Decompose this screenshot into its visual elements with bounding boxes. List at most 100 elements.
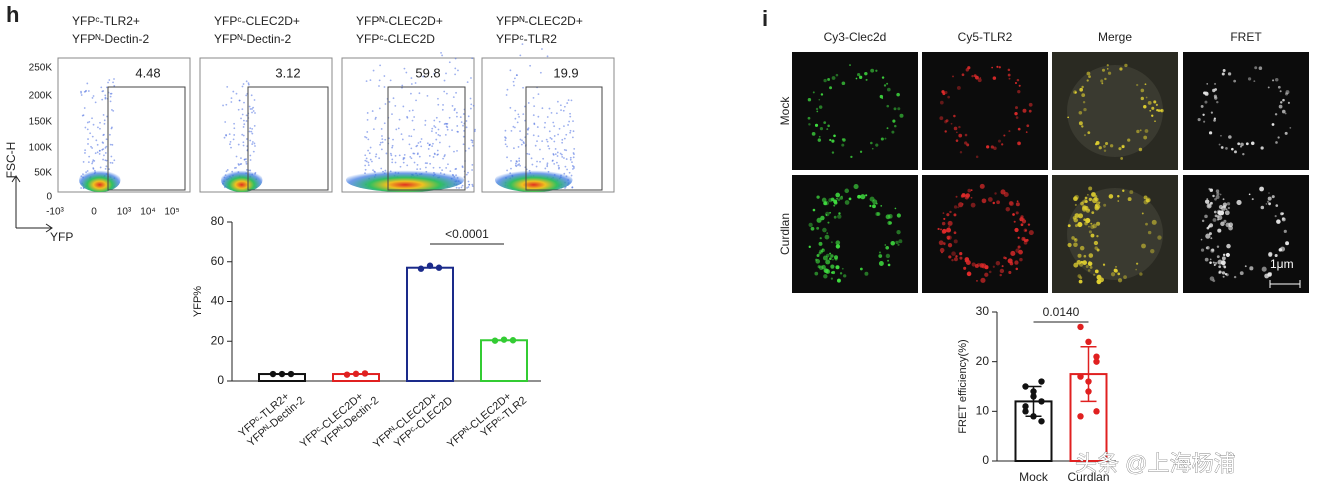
data-point	[1038, 418, 1045, 425]
event-dot	[532, 114, 535, 117]
signal	[947, 220, 953, 226]
signal	[947, 243, 953, 248]
data-point	[1085, 338, 1092, 345]
signal	[1086, 193, 1089, 196]
event-dot	[418, 92, 421, 95]
signal	[820, 93, 824, 96]
event-dot	[402, 161, 405, 164]
event-dot	[522, 86, 524, 89]
event-dot	[247, 82, 250, 85]
signal	[1249, 266, 1254, 271]
data-point	[352, 370, 360, 378]
signal	[1136, 262, 1139, 265]
event-dot	[462, 113, 465, 115]
signal	[1226, 243, 1231, 249]
event-dot	[414, 82, 417, 84]
event-dot	[448, 61, 451, 64]
signal	[1272, 79, 1275, 82]
event-dot	[474, 128, 476, 131]
event-dot	[437, 103, 440, 106]
event-dot	[391, 144, 394, 147]
event-dot	[548, 130, 551, 133]
event-dot	[428, 154, 431, 157]
event-dot	[250, 94, 253, 97]
signal	[1267, 86, 1270, 89]
event-dot	[526, 133, 529, 135]
signal	[1250, 141, 1255, 146]
signal	[1144, 129, 1149, 133]
event-dot	[378, 85, 380, 87]
event-dot	[558, 166, 560, 169]
event-dot	[91, 97, 94, 99]
event-dot	[512, 125, 515, 128]
event-dot	[233, 127, 236, 130]
signal	[1216, 192, 1220, 196]
event-dot	[563, 157, 565, 159]
event-dot	[443, 79, 446, 82]
signal	[1214, 261, 1218, 265]
signal	[887, 87, 891, 92]
signal	[836, 278, 841, 283]
signal	[1274, 215, 1277, 218]
gate	[247, 86, 329, 191]
event-dot	[240, 117, 242, 120]
signal	[1083, 107, 1087, 112]
signal	[1120, 157, 1124, 160]
event-dot	[253, 99, 256, 101]
signal	[1254, 66, 1258, 70]
event-dot	[93, 160, 96, 162]
event-dot	[445, 92, 448, 95]
signal	[992, 265, 995, 268]
signal	[1278, 104, 1283, 109]
event-dot	[537, 93, 540, 96]
event-dot	[383, 122, 386, 125]
signal	[833, 134, 836, 138]
signal	[827, 78, 831, 81]
microscopy-panels: Cy3-Clec2d Cy5-TLR2 Merge FRET Mock Curdlan 1μ…	[778, 30, 1309, 293]
event-dot	[91, 135, 94, 138]
signal	[892, 119, 896, 123]
signal	[964, 133, 968, 137]
signal	[1136, 129, 1140, 134]
event-dot	[539, 71, 542, 74]
y-axis-label: FRET efficiency(%)	[957, 339, 969, 433]
data-point	[1077, 323, 1084, 331]
event-dot	[109, 161, 112, 164]
event-dot	[410, 83, 413, 85]
event-dot	[364, 135, 366, 138]
event-dot	[433, 125, 436, 127]
signal	[1135, 268, 1137, 271]
signal	[1088, 197, 1093, 202]
signal	[1012, 213, 1015, 216]
event-dot	[530, 157, 533, 160]
signal	[1026, 124, 1030, 128]
event-dot	[519, 130, 521, 133]
event-dot	[468, 147, 470, 150]
x-tick-label: 0	[91, 207, 97, 218]
signal	[825, 214, 828, 216]
event-dot	[520, 143, 523, 146]
event-dot	[554, 148, 557, 150]
signal	[1282, 98, 1285, 102]
signal	[955, 195, 958, 198]
signal	[1088, 230, 1092, 234]
event-dot	[84, 126, 87, 129]
event-dot	[571, 186, 574, 189]
event-dot	[80, 94, 83, 96]
signal	[869, 196, 875, 202]
signal	[999, 273, 1002, 277]
signal	[1100, 79, 1104, 83]
event-dot	[546, 140, 549, 143]
signal	[1206, 83, 1209, 85]
event-dot	[249, 127, 252, 130]
event-dot	[94, 152, 97, 155]
signal	[971, 74, 974, 78]
signal	[875, 69, 878, 72]
signal	[843, 274, 847, 278]
signal	[1209, 188, 1214, 192]
signal	[1218, 143, 1221, 146]
signal	[884, 244, 887, 246]
event-dot	[109, 95, 112, 98]
signal	[1221, 256, 1226, 261]
event-dot	[446, 122, 449, 125]
